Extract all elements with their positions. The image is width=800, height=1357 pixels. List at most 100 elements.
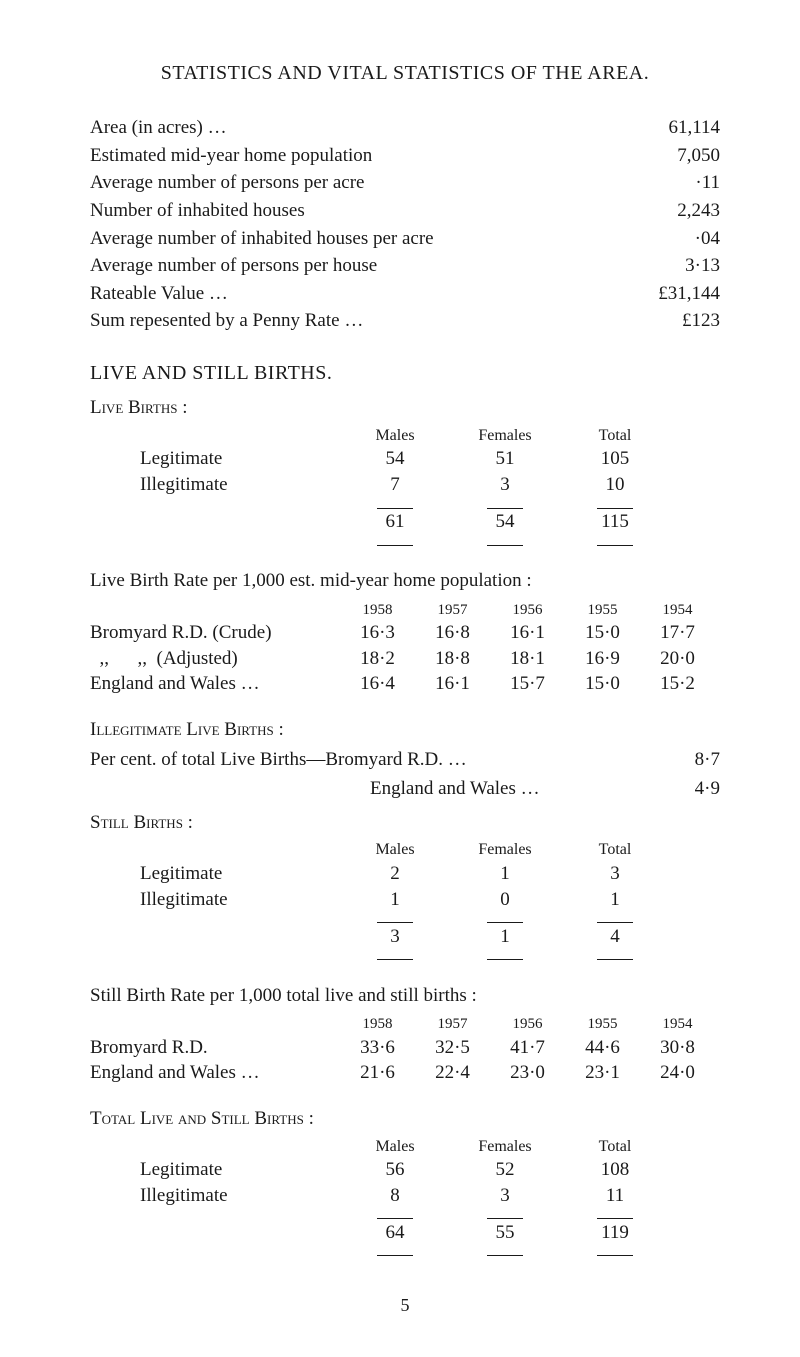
cell: 108: [560, 1157, 670, 1183]
stat-row: Average number of inhabited houses per a…: [90, 226, 720, 252]
rule-row: [140, 912, 720, 923]
cell: 7: [340, 472, 450, 498]
stat-label: Rateable Value …: [90, 281, 228, 307]
row-label: England and Wales …: [90, 1060, 340, 1086]
page-title: STATISTICS AND VITAL STATISTICS OF THE A…: [90, 60, 720, 87]
birth-rate-table: 1958 1957 1956 1955 1954 Bromyard R.D. (…: [90, 600, 720, 697]
stat-label: Estimated mid-year home population: [90, 143, 372, 169]
stat-label: Number of inhabited houses: [90, 198, 305, 224]
rule-row: [140, 1208, 720, 1219]
table-row: Illegitimate 7 3 10: [140, 472, 720, 498]
cell: 18·1: [490, 646, 565, 672]
stat-label: Average number of inhabited houses per a…: [90, 226, 434, 252]
cell: 18·2: [340, 646, 415, 672]
stat-row: Area (in acres) … 61,114: [90, 115, 720, 141]
still-rate-table: 1958 1957 1956 1955 1954 Bromyard R.D. 3…: [90, 1014, 720, 1086]
cell: 3: [450, 472, 560, 498]
cell: 15·2: [640, 671, 715, 697]
year-header: 1955: [565, 600, 640, 620]
stat-row: Average number of persons per acre ·11: [90, 170, 720, 196]
table-row: England and Wales … 21·6 22·4 23·0 23·1 …: [90, 1060, 720, 1086]
stat-value: 2,243: [630, 198, 720, 224]
ill-value: 4·9: [650, 776, 720, 802]
stat-label: Area (in acres) …: [90, 115, 227, 141]
row-label: Illegitimate: [140, 472, 340, 498]
still-births-table: Males Females Total Legitimate 2 1 3 Ill…: [140, 839, 720, 960]
cell: 56: [340, 1157, 450, 1183]
table-header-row: 1958 1957 1956 1955 1954: [90, 600, 720, 620]
year-header: 1954: [640, 1014, 715, 1034]
cell: 16·1: [490, 620, 565, 646]
row-label: Illegitimate: [140, 1183, 340, 1209]
cell: 51: [450, 446, 560, 472]
year-header: 1958: [340, 600, 415, 620]
table-row: Bromyard R.D. 33·6 32·5 41·7 44·6 30·8: [90, 1035, 720, 1061]
table-total-row: 3 1 4: [140, 924, 720, 950]
table-row: Legitimate 56 52 108: [140, 1157, 720, 1183]
cell: 1: [340, 887, 450, 913]
stat-value: 3·13: [630, 253, 720, 279]
cell: 41·7: [490, 1035, 565, 1061]
stat-label: Sum repesented by a Penny Rate …: [90, 308, 363, 334]
table-row: Illegitimate 1 0 1: [140, 887, 720, 913]
stat-value: ·04: [630, 226, 720, 252]
col-header: Total: [560, 839, 670, 861]
table-row: Legitimate 2 1 3: [140, 861, 720, 887]
table-row: Legitimate 54 51 105: [140, 446, 720, 472]
cell: 52: [450, 1157, 560, 1183]
stat-row: Estimated mid-year home population 7,050: [90, 143, 720, 169]
table-total-row: 64 55 119: [140, 1220, 720, 1246]
col-header: Total: [560, 425, 670, 447]
ill-label: England and Wales …: [370, 776, 540, 802]
row-label: Legitimate: [140, 446, 340, 472]
cell: 1: [450, 924, 560, 950]
cell: 1: [560, 887, 670, 913]
row-label: Legitimate: [140, 861, 340, 887]
cell: 23·1: [565, 1060, 640, 1086]
cell: 32·5: [415, 1035, 490, 1061]
col-header: Females: [450, 425, 560, 447]
cell: 64: [340, 1220, 450, 1246]
cell: 3: [340, 924, 450, 950]
row-label: England and Wales …: [90, 671, 340, 697]
blank-cell: [90, 600, 340, 620]
cell: 23·0: [490, 1060, 565, 1086]
year-header: 1954: [640, 600, 715, 620]
table-row: England and Wales … 16·4 16·1 15·7 15·0 …: [90, 671, 720, 697]
stat-row: Sum repesented by a Penny Rate … £123: [90, 308, 720, 334]
cell: 22·4: [415, 1060, 490, 1086]
row-label: Illegitimate: [140, 887, 340, 913]
illegitimate-block: Per cent. of total Live Births—Bromyard …: [90, 747, 720, 802]
ill-line: England and Wales … 4·9: [90, 776, 720, 802]
still-births-heading: Still Births :: [90, 810, 720, 836]
cell: 18·8: [415, 646, 490, 672]
year-header: 1956: [490, 600, 565, 620]
blank-cell: [140, 425, 340, 447]
cell: 33·6: [340, 1035, 415, 1061]
cell: 15·7: [490, 671, 565, 697]
still-rate-intro: Still Birth Rate per 1,000 total live an…: [90, 983, 720, 1009]
cell: 1: [450, 861, 560, 887]
cell: 17·7: [640, 620, 715, 646]
cell: 54: [450, 509, 560, 535]
cell: 61: [340, 509, 450, 535]
stat-value: 7,050: [630, 143, 720, 169]
cell: 10: [560, 472, 670, 498]
area-stats: Area (in acres) … 61,114 Estimated mid-y…: [90, 115, 720, 334]
cell: 115: [560, 509, 670, 535]
cell: 55: [450, 1220, 560, 1246]
year-header: 1957: [415, 600, 490, 620]
cell: 16·8: [415, 620, 490, 646]
row-label: Bromyard R.D.: [90, 1035, 340, 1061]
cell: 105: [560, 446, 670, 472]
live-still-heading: LIVE AND STILL BIRTHS.: [90, 360, 720, 387]
rule-row: [140, 498, 720, 509]
cell: 15·0: [565, 620, 640, 646]
cell: 24·0: [640, 1060, 715, 1086]
col-header: Males: [340, 425, 450, 447]
rule-row: [140, 535, 720, 546]
rule-row: [140, 1245, 720, 1256]
live-births-label: Live Births :: [90, 395, 720, 421]
cell: 0: [450, 887, 560, 913]
cell: 16·9: [565, 646, 640, 672]
